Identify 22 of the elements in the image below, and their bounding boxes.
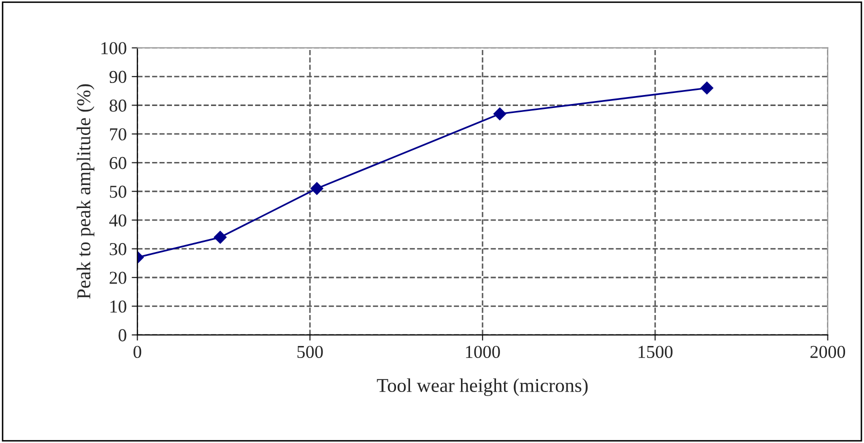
y-tick-label: 50 [110,186,126,198]
y-tick-label: 90 [109,70,126,83]
y-tick-label: 30 [110,243,126,256]
y-tick-label: 20 [110,272,126,284]
x-tick-label: 500 [297,346,323,358]
y-tick-label: 60 [110,156,126,170]
x-tick-label: 1500 [638,346,672,358]
x-axis-title: Tool wear height (microns) [376,378,588,396]
y-axis-title: Peak to peak amplitude (%) [76,84,94,299]
y-tick-label: 100 [101,42,126,54]
x-tick-label: 2000 [810,346,846,358]
point [493,107,506,120]
y-tick-label: 80 [110,100,126,112]
y-tick-label: 40 [109,214,126,227]
y-tick-label: 0 [118,329,126,342]
x-tick-label: 0 [134,346,142,358]
point [700,82,714,94]
point [310,182,324,195]
y-tick-label: 10 [110,300,126,313]
point [214,230,227,244]
x-tick-label: 1000 [466,346,500,358]
y-tick-label: 70 [110,128,126,140]
